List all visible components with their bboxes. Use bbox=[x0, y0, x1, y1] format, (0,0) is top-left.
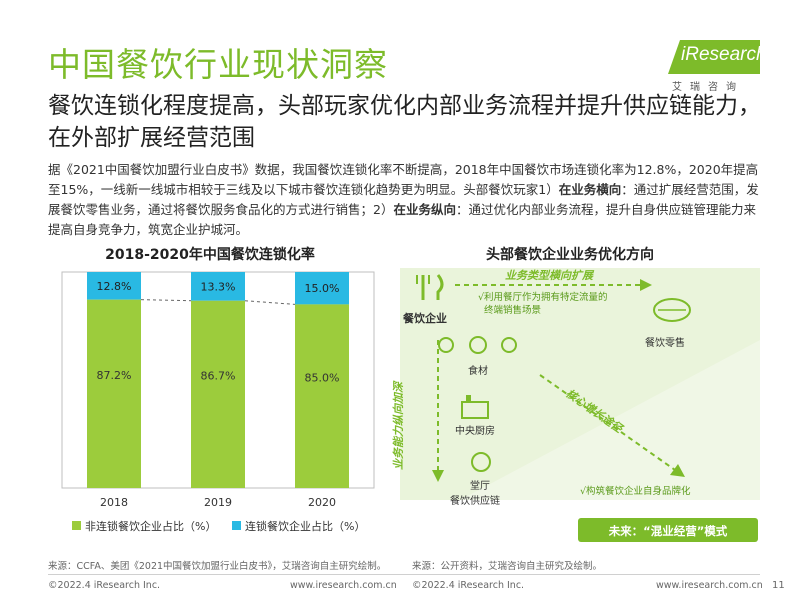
node-retail: 餐饮零售 bbox=[645, 336, 685, 349]
chef-icon bbox=[471, 452, 491, 472]
page-subtitle: 餐饮连锁化程度提高，头部玩家优化内部业务流程并提升供应链能力，在外部扩展经营范围 bbox=[48, 93, 761, 151]
iresearch-logo: iResearch 艾瑞咨询 bbox=[668, 40, 767, 93]
x-tick-2018: 2018 bbox=[100, 496, 128, 509]
bar-chain-2019 bbox=[191, 272, 245, 301]
bar-chain-2018 bbox=[87, 272, 141, 300]
node-restaurant: 餐饮企业 bbox=[402, 311, 447, 325]
bar-non-chain-2019 bbox=[191, 300, 245, 488]
bar-non-chain-2020 bbox=[295, 304, 349, 488]
legend-label-non-chain: 非连锁餐饮企业占比（%） bbox=[85, 519, 216, 533]
logo-cut bbox=[668, 40, 680, 74]
ingredients-icon bbox=[438, 336, 517, 354]
connector-line bbox=[140, 299, 192, 302]
chart-title: 2018-2020年中国餐饮连锁化率 bbox=[105, 247, 315, 263]
future-box bbox=[578, 518, 758, 542]
connector-line bbox=[244, 300, 296, 305]
snack-icon bbox=[653, 298, 691, 322]
label-chain-2018: 12.8% bbox=[97, 280, 132, 293]
logo-subtext: 艾瑞咨询 bbox=[672, 82, 744, 93]
future-label: 未来：“混业经营”模式 bbox=[608, 524, 728, 538]
source-right: 来源：公开资料，艾瑞咨询自主研究及绘制。 bbox=[412, 561, 603, 572]
source-left: 来源：CCFA、美团《2021中国餐饮加盟行业白皮书》，艾瑞咨询自主研究绘制。 bbox=[48, 561, 387, 572]
body-bold-1: 在业务横向 bbox=[558, 182, 622, 197]
diagram-shade bbox=[400, 268, 760, 500]
fork-knife-icon bbox=[416, 274, 444, 300]
legend-label-chain: 连锁餐饮企业占比（%） bbox=[245, 519, 365, 533]
factory-icon bbox=[461, 395, 489, 419]
note-vertical: √构筑餐饮企业自身品牌化 bbox=[580, 485, 691, 497]
body-text-2: ：通过扩展经营范围，发展餐饮零售业务，通过将餐饮服务食品化的方式进行销售；2） bbox=[48, 182, 759, 217]
logo-mark bbox=[668, 40, 760, 74]
label-chain-2020: 15.0% bbox=[305, 282, 340, 295]
body-text-1: 据《2021中国餐饮加盟行业白皮书》数据，我国餐饮连锁化率不断提高，2018年中… bbox=[48, 162, 759, 197]
bar-chain-2020 bbox=[295, 272, 349, 305]
body-paragraph: 据《2021中国餐饮加盟行业白皮书》数据，我国餐饮连锁化率不断提高，2018年中… bbox=[48, 160, 760, 240]
node-central-kitchen: 中央厨房 bbox=[455, 424, 495, 437]
footer-divider bbox=[48, 574, 760, 575]
logo-text: iResearch bbox=[681, 44, 767, 65]
diagonal-arrow-line bbox=[539, 374, 676, 471]
footer-copyright-left: ©2022.4 iResearch Inc. bbox=[48, 580, 161, 591]
horizontal-arrow-label: 业务类型横向扩展 bbox=[505, 269, 595, 282]
vertical-arrow-head bbox=[432, 470, 444, 482]
bar-non-chain-2018 bbox=[87, 299, 141, 488]
node-supply-chain: 餐饮供应链 bbox=[450, 494, 500, 507]
footer-copyright-right: ©2022.4 iResearch Inc. bbox=[412, 580, 525, 591]
chart-bars: 12.8% 87.2% 2018 13.3% 86.7% 2019 15.0% 85.0% 20… bbox=[87, 272, 349, 509]
note-horizontal: √利用餐厅作为拥有特定流量的 终端销售场景 bbox=[478, 291, 611, 316]
page-title: 中国餐饮行业现状洞察 bbox=[48, 45, 388, 84]
footer-url-left: www.iresearch.com.cn bbox=[290, 580, 397, 591]
x-tick-2019: 2019 bbox=[204, 496, 232, 509]
body-text-3: ：通过优化内部业务流程，提升自身供应链管理能力来提高自身竞争力，筑宽企业护城河。 bbox=[48, 202, 756, 237]
vertical-arrow-label: 业务能力纵向加深 bbox=[392, 380, 405, 470]
horizontal-arrow-head bbox=[640, 279, 652, 291]
diagram-title: 头部餐饮企业业务优化方向 bbox=[486, 247, 654, 263]
chart-legend: 非连锁餐饮企业占比（%） 连锁餐饮企业占比（%） bbox=[72, 519, 365, 533]
label-non-chain-2019: 86.7% bbox=[201, 369, 236, 382]
node-ingredients: 食材 bbox=[468, 364, 488, 377]
footer-url-right: www.iresearch.com.cn bbox=[656, 580, 763, 591]
x-tick-2020: 2020 bbox=[308, 496, 336, 509]
page-number: 11 bbox=[772, 580, 785, 591]
legend-swatch-chain bbox=[232, 521, 241, 530]
label-non-chain-2018: 87.2% bbox=[97, 369, 132, 382]
node-hall: 堂厅 bbox=[470, 480, 490, 492]
label-non-chain-2020: 85.0% bbox=[305, 372, 340, 385]
diagonal-arrow-head bbox=[670, 464, 685, 477]
legend-swatch-non-chain bbox=[72, 521, 81, 530]
label-chain-2019: 13.3% bbox=[201, 280, 236, 293]
body-bold-2: 在业务纵向 bbox=[393, 202, 456, 217]
